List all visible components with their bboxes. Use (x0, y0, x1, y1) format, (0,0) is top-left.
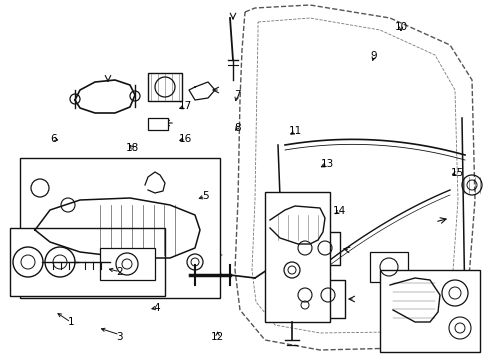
Text: 7: 7 (233, 90, 240, 100)
Text: 14: 14 (332, 206, 346, 216)
Bar (379, 270, 479, 352)
Text: 18: 18 (125, 143, 139, 153)
Text: 3: 3 (116, 332, 123, 342)
Bar (148, 118, 168, 130)
Bar (264, 192, 329, 322)
Text: 12: 12 (210, 332, 224, 342)
Bar (148, 73, 182, 101)
Bar (20, 158, 220, 298)
Bar (10, 228, 164, 296)
Text: 10: 10 (394, 22, 407, 32)
Text: 11: 11 (288, 126, 302, 136)
Text: 17: 17 (179, 101, 192, 111)
Text: 1: 1 (67, 317, 74, 327)
Text: 5: 5 (202, 191, 208, 201)
Text: 4: 4 (153, 303, 160, 313)
Text: 2: 2 (116, 267, 123, 277)
Text: 9: 9 (370, 51, 377, 61)
Polygon shape (269, 206, 325, 244)
Polygon shape (389, 278, 439, 322)
Text: 15: 15 (449, 168, 463, 178)
Text: 8: 8 (233, 123, 240, 133)
Text: 16: 16 (179, 134, 192, 144)
Bar (369, 252, 407, 282)
Bar (100, 248, 155, 280)
Text: 13: 13 (320, 159, 334, 169)
Text: 6: 6 (50, 134, 57, 144)
Polygon shape (35, 198, 200, 258)
